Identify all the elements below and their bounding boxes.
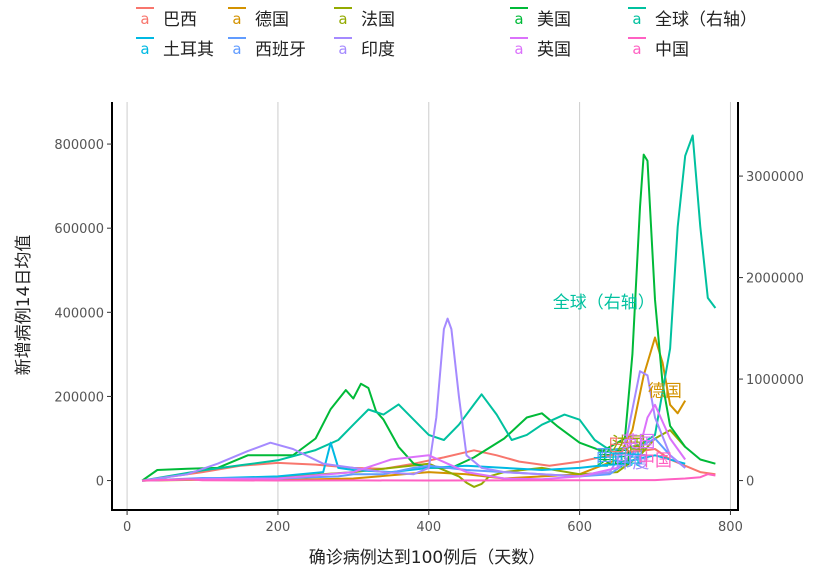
legend-key-glyph-1: a [232, 10, 241, 28]
legend-key-glyph-7: a [338, 40, 347, 58]
line-label-1: 德国 [648, 381, 682, 401]
legend-label-2: 法国 [361, 10, 395, 30]
x-tick-label-400: 400 [416, 520, 441, 535]
series-line-9 [142, 473, 716, 482]
legend-label-3: 美国 [537, 10, 571, 30]
legend-key-glyph-2: a [338, 10, 347, 28]
legend-label-8: 英国 [537, 40, 571, 60]
y2-tick-label-1000000: 1000000 [746, 373, 804, 388]
line-label-8: 印度 [615, 453, 649, 473]
y-axis-title: 新增病例14日均值 [14, 235, 34, 376]
legend-key-glyph-9: a [632, 40, 641, 58]
legend: a 巴西 a 德国 a 法国 a 美国 a 全球（右轴） a 土耳其 a 西班牙 a 印度 a 英国 a 中国 [136, 7, 757, 60]
y2-tick-label-0: 0 [746, 475, 754, 490]
legend-key-glyph-5: a [140, 40, 149, 58]
x-tick-label-600: 600 [567, 520, 592, 535]
line-label-2: 美国 [597, 449, 631, 469]
y-tick-label-200000: 200000 [54, 390, 104, 405]
series-line-8 [142, 403, 687, 482]
legend-label-9: 中国 [655, 40, 689, 60]
y-tick-label-0: 0 [96, 475, 104, 490]
legend-label-7: 印度 [361, 40, 395, 60]
axes: 0 200 400 600 800 0 200000 400000 600000 800000 0 1… [54, 102, 804, 535]
line-label-7: 英国 [621, 433, 655, 453]
legend-key-glyph-6: a [232, 40, 241, 58]
series-line-6 [142, 437, 686, 482]
line-label-6: 法国 [612, 434, 646, 454]
legend-label-6: 西班牙 [255, 40, 306, 60]
legend-label-1: 德国 [255, 10, 289, 30]
legend-label-4: 全球（右轴） [655, 10, 757, 30]
x-tick-label-0: 0 [123, 520, 131, 535]
line-label-5: 巴西 [608, 436, 642, 456]
y-tick-label-400000: 400000 [54, 306, 104, 321]
line-label-0: 全球（右轴） [553, 293, 655, 313]
legend-label-5: 土耳其 [163, 40, 214, 60]
legend-key-glyph-4: a [632, 10, 641, 28]
legend-key-glyph-8: a [514, 40, 523, 58]
line-label-3: 西班牙 [596, 447, 647, 467]
series-line-7 [142, 317, 686, 482]
series-lines [141, 134, 717, 488]
legend-key-glyph-0: a [140, 10, 149, 28]
y2-tick-label-3000000: 3000000 [746, 170, 804, 185]
x-axis-title: 确诊病例达到100例后（天数） [309, 548, 545, 568]
x-tick-label-800: 800 [718, 520, 743, 535]
series-line-0 [142, 448, 716, 482]
y-tick-label-800000: 800000 [54, 138, 104, 153]
legend-label-0: 巴西 [163, 10, 197, 30]
x-tick-label-200: 200 [266, 520, 291, 535]
line-label-9: 中国 [638, 451, 672, 471]
legend-key-glyph-3: a [514, 10, 523, 28]
y-tick-label-600000: 600000 [54, 222, 104, 237]
y2-tick-label-2000000: 2000000 [746, 272, 804, 287]
line-label-4: 土耳其 [592, 451, 643, 471]
